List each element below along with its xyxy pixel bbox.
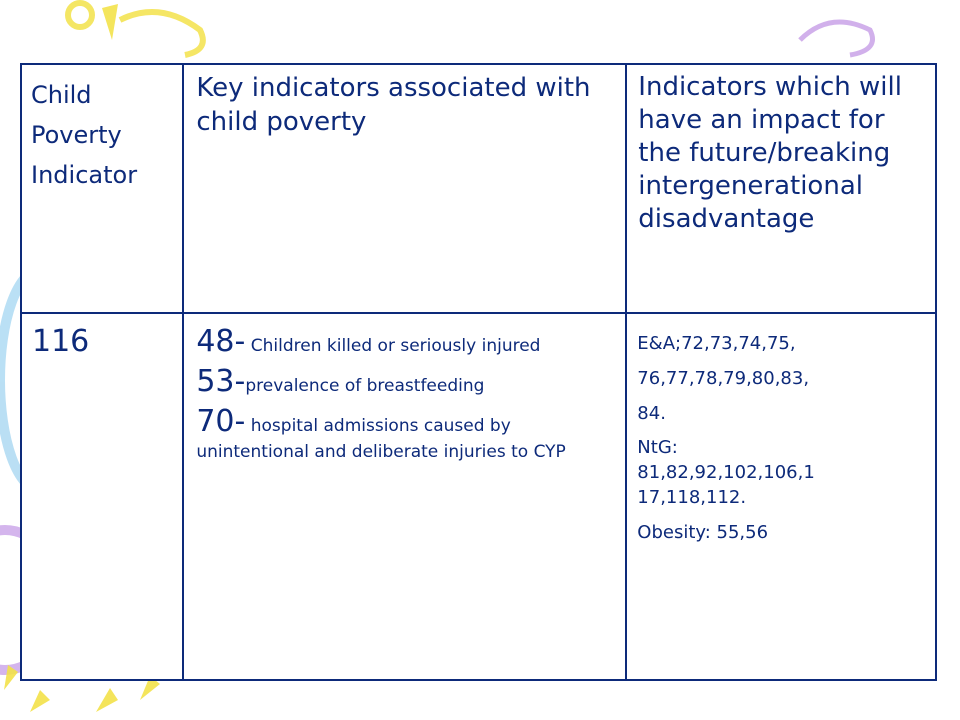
table-header-row: Child Poverty Indicator Key indicators a… bbox=[19, 63, 937, 314]
obesity-line: Obesity: 55,56 bbox=[637, 522, 769, 543]
ntg-line: 81,82,92,102,106,1 bbox=[637, 462, 815, 483]
indicator-text: prevalence of breastfeeding bbox=[245, 376, 485, 396]
ea-line: 84. bbox=[637, 403, 666, 424]
ntg-block: NtG: 81,82,92,102,106,1 17,118,112. bbox=[637, 435, 929, 510]
header-line: Indicator bbox=[31, 161, 138, 189]
key-indicators-cell: 48- Children killed or seriously injured… bbox=[182, 312, 628, 681]
indicator-table: Child Poverty Indicator Key indicators a… bbox=[19, 63, 937, 681]
indicator-number: 53- bbox=[196, 364, 246, 399]
indicator-text: Children killed or seriously injured bbox=[245, 336, 541, 356]
indicator-number: 70- bbox=[196, 404, 246, 439]
indicator-text: hospital admissions caused by unintentio… bbox=[196, 416, 566, 462]
header-key-indicators: Key indicators associated with child pov… bbox=[182, 63, 628, 314]
future-indicators-cell: E&A;72,73,74,75, 76,77,78,79,80,83, 84. … bbox=[625, 312, 937, 681]
purple-swirl bbox=[798, 19, 875, 58]
header-line: Poverty bbox=[31, 121, 122, 149]
key-indicator-item: 48- Children killed or seriously injured bbox=[196, 324, 619, 360]
ea-line: E&A;72,73,74,75, bbox=[637, 333, 796, 354]
header-child-poverty-indicator: Child Poverty Indicator bbox=[19, 63, 185, 314]
child-poverty-indicator-value: 116 bbox=[19, 312, 185, 681]
yellow-swirl bbox=[65, 0, 206, 58]
ntg-line: 17,118,112. bbox=[637, 487, 747, 508]
header-line: Child bbox=[31, 81, 92, 109]
ea-line: 76,77,78,79,80,83, bbox=[637, 368, 810, 389]
table-row: 116 48- Children killed or seriously inj… bbox=[19, 312, 937, 681]
key-indicator-item: 70- hospital admissions caused by uninte… bbox=[196, 404, 619, 465]
header-future-indicators: Indicators which will have an impact for… bbox=[625, 63, 937, 314]
indicator-number: 48- bbox=[196, 324, 246, 359]
ntg-line: NtG: bbox=[637, 437, 678, 458]
key-indicator-item: 53-prevalence of breastfeeding bbox=[196, 364, 619, 400]
